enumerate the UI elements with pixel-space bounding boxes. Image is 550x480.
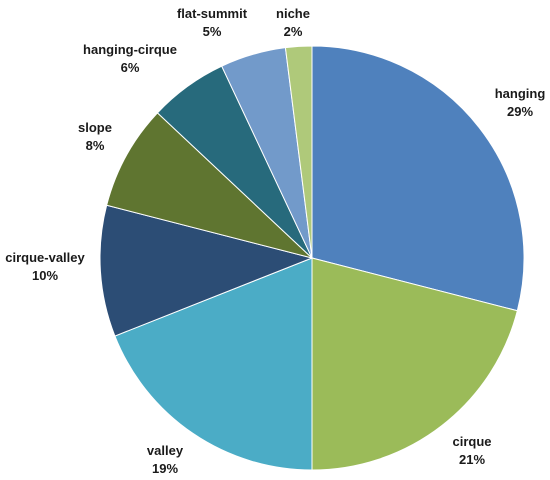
slice-percent-hanging: 29% <box>507 104 533 119</box>
pie-slice-hanging <box>311 45 525 312</box>
pie-slice-cirque-valley <box>99 204 314 337</box>
slice-percent-flat-summit: 5% <box>203 24 222 39</box>
slice-label-cirque: cirque <box>452 434 491 449</box>
slice-label-flat-summit: flat-summit <box>177 6 248 21</box>
pie-slice-valley <box>114 257 313 471</box>
pie-slice-slope <box>106 112 313 259</box>
slice-label-slope: slope <box>78 120 112 135</box>
slice-percent-cirque-valley: 10% <box>32 268 58 283</box>
pie-slice-niche <box>284 45 313 259</box>
slice-percent-cirque: 21% <box>459 452 485 467</box>
slice-label-hanging: hanging <box>495 86 546 101</box>
pie-slice-cirque <box>311 257 518 471</box>
slice-percent-slope: 8% <box>86 138 105 153</box>
slice-percent-hanging-cirque: 6% <box>121 60 140 75</box>
slice-percent-valley: 19% <box>152 461 178 476</box>
slice-percent-niche: 2% <box>284 24 303 39</box>
slice-label-niche: niche <box>276 6 310 21</box>
slice-label-valley: valley <box>147 443 184 458</box>
slice-label-hanging-cirque: hanging-cirque <box>83 42 177 57</box>
slice-label-cirque-valley: cirque-valley <box>5 250 85 265</box>
